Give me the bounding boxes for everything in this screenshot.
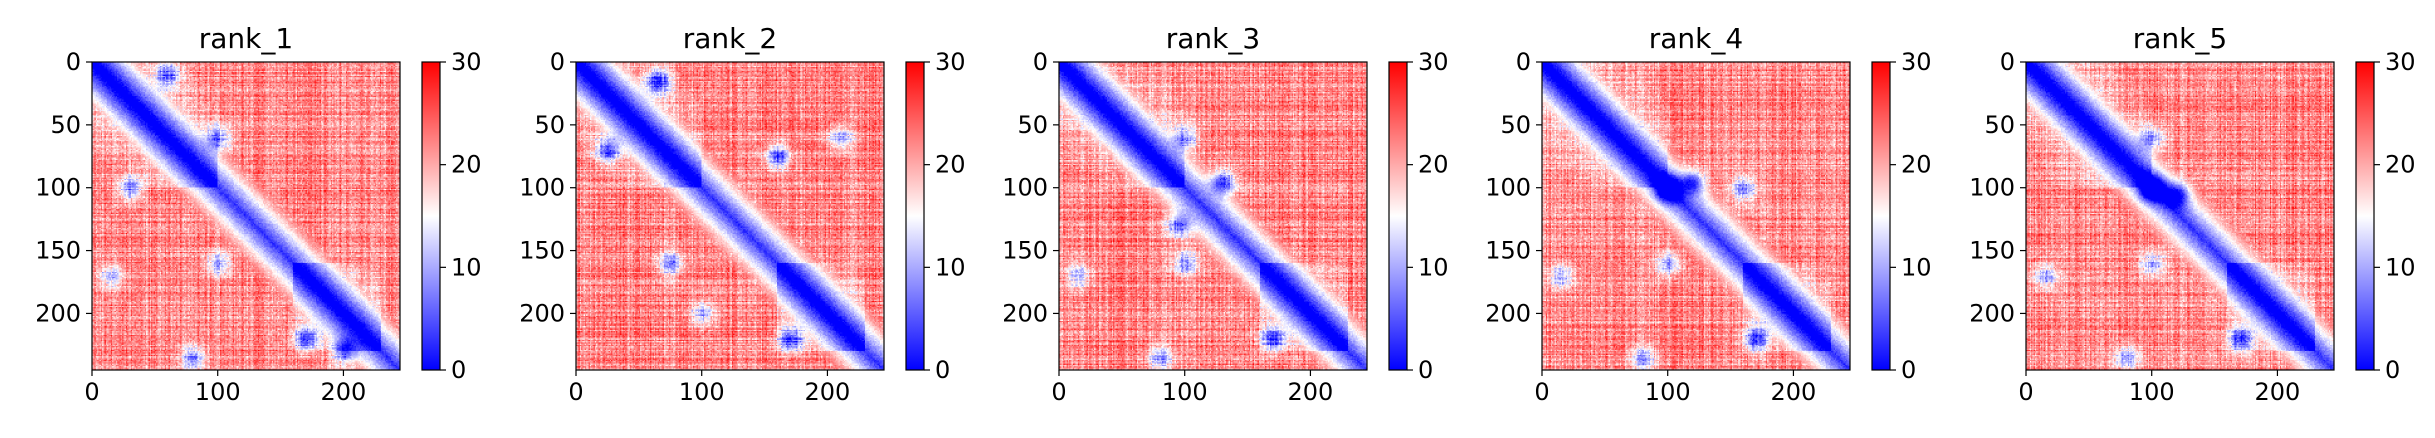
chart-panel-3: rank_3 0 100 200 0 50 100 150 200 0 10 20 30 [1002,22,1448,406]
y-tick-label: 50 [1984,111,2015,139]
plot-frame [2025,61,2335,371]
colorbar-tick-label: 0 [1418,356,1433,384]
y-tick-label: 200 [35,299,81,327]
x-tick-label: 200 [805,378,851,406]
x-tick-label: 200 [321,378,367,406]
y-tick-label: 50 [534,111,565,139]
y-tick-label: 0 [1516,48,1531,76]
colorbar [421,61,441,371]
plot-frame [1058,61,1368,371]
y-tick-label: 100 [519,174,565,202]
x-tick-label: 100 [195,378,241,406]
chart-panel-5: rank_5 0 100 200 0 50 100 150 200 0 10 20 30 [1969,22,2415,406]
colorbar-tick-label: 20 [1901,151,1932,179]
y-tick-label: 50 [1500,111,1531,139]
colorbar-tick-label: 30 [1418,48,1449,76]
chart-title: rank_1 [199,22,293,55]
colorbar-tick-label: 0 [935,356,950,384]
x-tick-label: 100 [2129,378,2175,406]
colorbar-tick-label: 10 [1901,253,1932,281]
y-tick-label: 150 [1969,237,2015,265]
x-tick-label: 0 [568,378,583,406]
x-tick-label: 200 [1288,378,1334,406]
x-tick-label: 100 [1645,378,1691,406]
x-tick-label: 100 [679,378,725,406]
colorbar [905,61,925,371]
chart-title: rank_4 [1649,22,1743,55]
colorbar [1871,61,1891,371]
y-tick-label: 150 [35,237,81,265]
heatmap-image [2026,62,2334,370]
x-tick-label: 200 [2255,378,2301,406]
colorbar-tick-label: 30 [451,48,482,76]
colorbar-tick-label: 0 [1901,356,1916,384]
heatmap-image [92,62,400,370]
chart-panel-4: rank_4 0 100 200 0 50 100 150 200 0 10 20 30 [1485,22,1931,406]
y-tick-label: 150 [1485,237,1531,265]
colorbar-tick-label: 30 [1901,48,1932,76]
y-tick-label: 50 [1017,111,1048,139]
colorbar-tick-label: 10 [2385,253,2416,281]
y-tick-label: 200 [1969,299,2015,327]
chart-title: rank_2 [683,22,777,55]
x-tick-label: 200 [1771,378,1817,406]
colorbar-tick-label: 0 [451,356,466,384]
chart-title: rank_5 [2133,22,2227,55]
colorbar-tick-label: 20 [2385,151,2416,179]
colorbar-tick-label: 20 [451,151,482,179]
y-tick-label: 200 [1002,299,1048,327]
x-tick-label: 0 [2018,378,2033,406]
y-tick-label: 0 [66,48,81,76]
plot-frame [575,61,885,371]
y-tick-label: 0 [1033,48,1048,76]
x-tick-label: 100 [1162,378,1208,406]
y-tick-label: 150 [519,237,565,265]
chart-title: rank_3 [1166,22,1260,55]
colorbar-tick-label: 20 [935,151,966,179]
colorbar [2355,61,2375,371]
y-tick-label: 100 [35,174,81,202]
y-tick-label: 0 [2000,48,2015,76]
y-tick-label: 200 [1485,299,1531,327]
colorbar-tick-label: 10 [1418,253,1449,281]
colorbar-tick-label: 0 [2385,356,2400,384]
x-tick-label: 0 [1534,378,1549,406]
plot-frame [91,61,401,371]
colorbar-tick-label: 30 [935,48,966,76]
colorbar-tick-label: 10 [935,253,966,281]
x-tick-label: 0 [84,378,99,406]
plot-frame [1541,61,1851,371]
y-tick-label: 150 [1002,237,1048,265]
heatmap-image [1059,62,1367,370]
colorbar-tick-label: 10 [451,253,482,281]
y-tick-label: 100 [1002,174,1048,202]
y-tick-label: 200 [519,299,565,327]
x-tick-label: 0 [1051,378,1066,406]
y-tick-label: 0 [550,48,565,76]
chart-panel-2: rank_2 0 100 200 0 50 100 150 200 0 10 20 30 [519,22,965,406]
colorbar-tick-label: 30 [2385,48,2416,76]
chart-panel-1: rank_1 0 100 200 0 50 100 150 200 0 10 20 30 [35,22,481,406]
colorbar-tick-label: 20 [1418,151,1449,179]
heatmap-image [576,62,884,370]
y-tick-label: 50 [50,111,81,139]
heatmap-image [1542,62,1850,370]
colorbar [1388,61,1408,371]
y-tick-label: 100 [1969,174,2015,202]
y-tick-label: 100 [1485,174,1531,202]
